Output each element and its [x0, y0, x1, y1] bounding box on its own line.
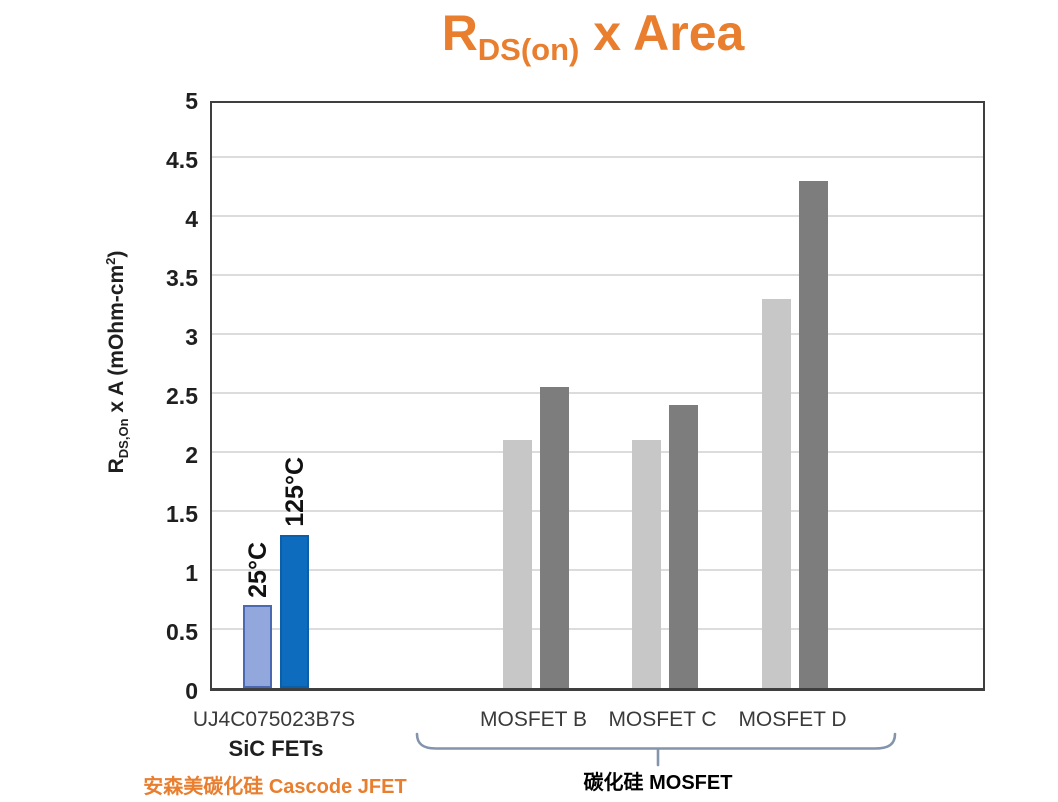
gridline [212, 215, 983, 217]
chart-title-suffix: x Area [579, 5, 745, 61]
y-axis-title-close: ) [104, 250, 128, 258]
category-sublabel-sic-fets: SiC FETs [228, 736, 324, 761]
y-tick-label: 5 [185, 88, 198, 114]
bar-125c-mosfet-d [798, 180, 828, 688]
category-label-mosfet-b: MOSFET B [480, 708, 587, 731]
y-tick-label: 0.5 [166, 619, 198, 645]
bar-125c-mosfet-c [668, 404, 698, 688]
plot-area: 25°C 125°C [210, 101, 985, 691]
gridline [212, 628, 983, 630]
bar-25c-mosfet-c [631, 440, 661, 688]
chart-title-subscript: DS(on) [477, 32, 580, 67]
y-axis-title-mid: x A (mOhm-cm [104, 264, 128, 419]
gridline [212, 510, 983, 512]
y-axis-title-prefix: R [104, 458, 128, 474]
category-label-uj4c075023b7s: UJ4C075023B7S [192, 708, 356, 731]
bar-125c-uj4c075023b7s [280, 534, 309, 688]
gridline [212, 392, 983, 394]
chart-title-prefix: R [441, 5, 478, 61]
gridline [212, 333, 983, 335]
y-tick-label: 1 [185, 560, 198, 586]
brace-bracket [415, 732, 897, 767]
gridline [212, 156, 983, 158]
brace-label-sic-mosfet: 碳化硅 MOSFET [583, 772, 733, 794]
y-axis-title-subscript: DS,On [116, 418, 132, 459]
bar-125c-mosfet-b [539, 387, 569, 688]
series-label-25c: 25°C [243, 541, 272, 598]
category-label-mosfet-c: MOSFET C [608, 708, 717, 731]
series-label-125c: 125°C [280, 456, 309, 527]
y-axis-title-superscript: 2 [102, 257, 118, 265]
category-label-mosfet-d: MOSFET D [738, 708, 847, 731]
y-tick-label: 3 [185, 324, 198, 350]
gridline [212, 274, 983, 276]
bar-25c-uj4c075023b7s [243, 605, 272, 688]
y-tick-label: 3.5 [166, 265, 198, 291]
y-tick-label: 0 [185, 678, 198, 704]
y-tick-label: 4 [185, 206, 198, 232]
y-tick-label: 1.5 [166, 501, 198, 527]
gridline [212, 451, 983, 453]
bar-25c-mosfet-d [761, 298, 791, 688]
gridline [212, 569, 983, 571]
y-tick-label: 4.5 [166, 147, 198, 173]
bar-25c-mosfet-b [502, 440, 532, 688]
chart-title: RDS(on) x Area [0, 4, 1058, 76]
y-tick-label: 2.5 [166, 383, 198, 409]
y-axis-title: RDS,On x A (mOhm-cm2) [103, 251, 131, 474]
y-tick-label: 2 [185, 442, 198, 468]
jfet-footnote: 安森美碳化硅 Cascode JFET [143, 776, 407, 798]
